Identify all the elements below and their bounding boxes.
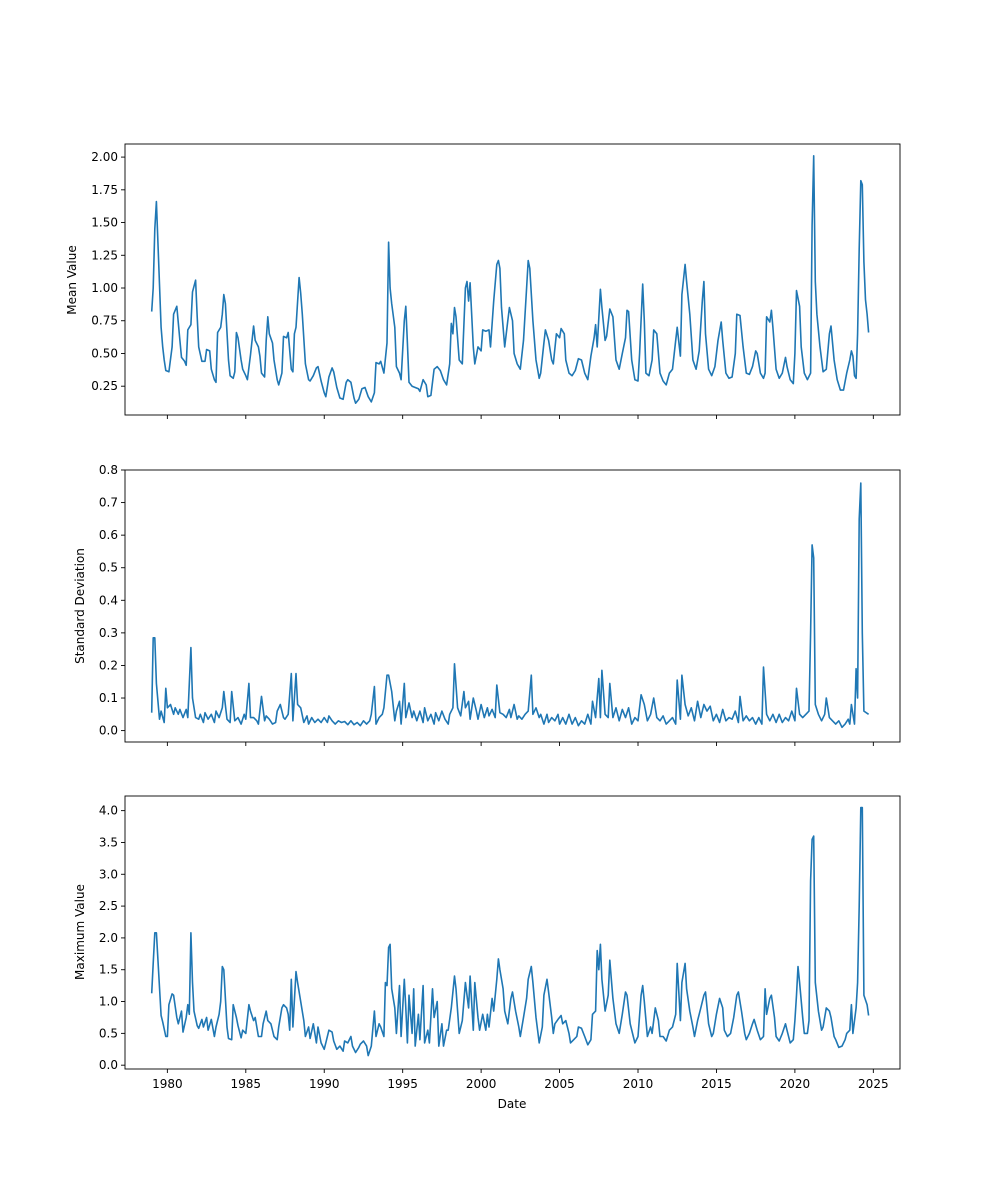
y-tick-label: 0.75 <box>91 314 118 328</box>
y-tick-label: 2.5 <box>99 899 118 913</box>
series-line <box>150 806 870 1057</box>
y-tick-label: 0.1 <box>99 691 118 705</box>
series-line <box>150 155 870 404</box>
axes-frame <box>124 795 901 1070</box>
y-tick-label: 0.5 <box>99 1026 118 1040</box>
standard-deviation-panel: Standard Deviation 0.0 0.1 0.2 0.3 0.4 0.5 0.6… <box>73 463 901 746</box>
mean-value-ylabel: Mean Value <box>65 245 79 314</box>
x-tick-label: 1980 <box>152 1077 183 1091</box>
y-tick-label: 1.25 <box>91 248 118 262</box>
y-tick-label: 1.00 <box>91 281 118 295</box>
x-tick-label: 2020 <box>780 1077 811 1091</box>
y-tick-label: 0.8 <box>99 463 118 477</box>
y-tick-label: 2.00 <box>91 150 118 164</box>
series-line <box>150 482 870 729</box>
y-tick-label: 3.0 <box>99 867 118 881</box>
maximum-value-ylabel: Maximum Value <box>73 884 87 980</box>
y-tick-label: 4.0 <box>99 804 118 818</box>
x-tick-label: 1995 <box>387 1077 418 1091</box>
y-tick-label: 0.50 <box>91 346 118 360</box>
y-tick-label: 1.50 <box>91 216 118 230</box>
y-tick-label: 0.0 <box>99 724 118 738</box>
standard-deviation-ylabel: Standard Deviation <box>73 548 87 664</box>
x-tick-label: 1990 <box>309 1077 340 1091</box>
y-tick-label: 0.3 <box>99 626 118 640</box>
y-tick-label: 0.4 <box>99 593 118 607</box>
x-tick-label: 1985 <box>231 1077 262 1091</box>
mean-value-panel: Mean Value 0.25 0.50 0.75 1.00 1.25 1.50 1.75 2… <box>65 143 901 419</box>
x-tick-label: 2010 <box>623 1077 654 1091</box>
y-tick-label: 0.0 <box>99 1058 118 1072</box>
y-tick-label: 1.0 <box>99 995 118 1009</box>
y-tick-label: 2.0 <box>99 931 118 945</box>
x-axis-label: Date <box>498 1097 527 1111</box>
y-tick-label: 0.25 <box>91 379 118 393</box>
axes-frame <box>124 469 901 743</box>
y-tick-label: 0.6 <box>99 528 118 542</box>
x-tick-label: 2015 <box>701 1077 732 1091</box>
y-tick-label: 0.7 <box>99 496 118 510</box>
maximum-value-panel: Maximum Value 0.0 0.5 1.0 1.5 2.0 2.5 3.0 3.5 4.… <box>73 795 901 1091</box>
y-tick-label: 0.2 <box>99 658 118 672</box>
axes-frame <box>124 143 901 416</box>
x-tick-label: 2000 <box>466 1077 497 1091</box>
x-tick-label: 2005 <box>544 1077 575 1091</box>
y-tick-label: 0.5 <box>99 561 118 575</box>
y-tick-label: 1.5 <box>99 963 118 977</box>
y-tick-label: 3.5 <box>99 835 118 849</box>
x-tick-label: 2025 <box>858 1077 889 1091</box>
y-tick-label: 1.75 <box>91 183 118 197</box>
